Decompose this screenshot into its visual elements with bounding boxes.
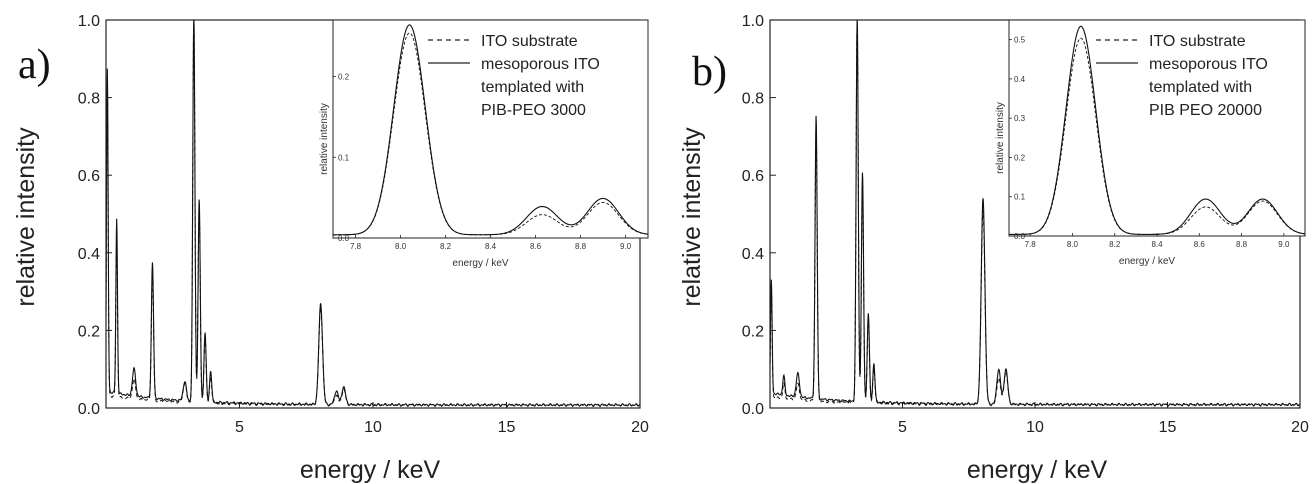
- inset-b: 7.8 8.0 8.2 8.4 8.6 8.8 9.0 0.00.10.20.30.40.5…: [995, 19, 1306, 267]
- y-tick-label-b: 0.6: [742, 168, 764, 185]
- legend-a: ITO substrate mesoporous ITO templated w…: [428, 33, 600, 119]
- inset-x-tick-label-a: 8.0: [395, 242, 407, 251]
- legend-label-polymer-b: PIB PEO 20000: [1149, 102, 1262, 119]
- panel-a: a) relative intensity energy / keV 0.0 0.…: [12, 13, 649, 484]
- legend-label-templated-a: templated with: [481, 79, 584, 96]
- legend-label-substrate-a: ITO substrate: [481, 33, 578, 50]
- inset-x-tick-label-b: 8.0: [1067, 240, 1079, 249]
- inset-x-tick-label-b: 7.8: [1025, 240, 1037, 249]
- legend-label-polymer-a: PIB-PEO 3000: [481, 102, 586, 119]
- inset-x-tick-label-b: 9.0: [1278, 240, 1290, 249]
- inset-frame-a: [332, 19, 649, 239]
- y-tick-label-a: 0.0: [78, 401, 100, 418]
- y-tick-label-b: 1.0: [742, 13, 764, 30]
- x-axis-title-b: energy / keV: [967, 456, 1108, 484]
- inset-y-title-a: relative intensity: [319, 103, 330, 175]
- inset-x-tick-label-a: 8.8: [575, 242, 587, 251]
- legend-label-mesoporous-a: mesoporous ITO: [481, 56, 600, 73]
- y-axis-title-b: relative intensity: [678, 127, 706, 307]
- panel-b: b) relative intensity energy / keV 0.0 0.…: [678, 13, 1309, 484]
- y-axis-title-a: relative intensity: [12, 127, 40, 307]
- series-line-mesoporous-b: [769, 19, 1301, 407]
- y-tick-label-b: 0.8: [742, 91, 764, 108]
- x-tick-label-b: 10: [1026, 419, 1044, 436]
- legend-label-templated-b: templated with: [1149, 79, 1252, 96]
- x-tick-label-b: 15: [1159, 419, 1177, 436]
- inset-y-tick-label-b: 0.1: [1014, 193, 1026, 202]
- panel-label-a: a): [18, 42, 51, 88]
- x-tick-label-a: 5: [235, 419, 244, 436]
- inset-x-tick-label-b: 8.8: [1236, 240, 1248, 249]
- inset-x-title-a: energy / keV: [452, 258, 508, 269]
- inset-x-title-b: energy / keV: [1119, 256, 1175, 267]
- legend-label-mesoporous-b: mesoporous ITO: [1149, 56, 1268, 73]
- inset-x-tick-label-a: 8.6: [530, 242, 542, 251]
- y-tick-label-b: 0.4: [742, 246, 764, 263]
- panel-label-b: b): [692, 49, 727, 95]
- inset-y-tick-label-b: 0.5: [1014, 36, 1026, 45]
- x-tick-label-b: 20: [1291, 419, 1309, 436]
- inset-x-tick-label-b: 8.2: [1109, 240, 1121, 249]
- y-tick-label-a: 0.4: [78, 246, 100, 263]
- legend-b: ITO substrate mesoporous ITO templated w…: [1096, 33, 1268, 119]
- legend-label-substrate-b: ITO substrate: [1149, 33, 1246, 50]
- inset-x-tick-label-a: 9.0: [620, 242, 632, 251]
- y-tick-label-a: 0.8: [78, 91, 100, 108]
- inset-x-tick-label-b: 8.6: [1194, 240, 1206, 249]
- x-tick-label-a: 15: [498, 419, 516, 436]
- x-tick-label-a: 10: [364, 419, 382, 436]
- y-tick-label-a: 1.0: [78, 13, 100, 30]
- y-tick-label-a: 0.2: [78, 323, 100, 340]
- inset-y-tick-label-b: 0.2: [1014, 153, 1026, 162]
- inset-y-tick-label-a: 0.1: [338, 153, 350, 162]
- inset-a: 7.8 8.0 8.2 8.4 8.6 8.8 9.0 0.00.10.2 energy /…: [319, 19, 649, 269]
- inset-frame-b: [1008, 19, 1306, 237]
- inset-x-tick-label-a: 8.4: [485, 242, 497, 251]
- inset-y-tick-label-b: 0.3: [1014, 114, 1026, 123]
- x-axis-title-a: energy / keV: [300, 456, 441, 484]
- inset-y-title-b: relative intensity: [995, 102, 1006, 174]
- x-tick-label-b: 5: [898, 419, 907, 436]
- inset-x-tick-label-a: 8.2: [440, 242, 452, 251]
- y-tick-label-a: 0.6: [78, 168, 100, 185]
- y-tick-label-b: 0.0: [742, 401, 764, 418]
- y-tick-label-b: 0.2: [742, 323, 764, 340]
- inset-x-tick-label-b: 8.4: [1151, 240, 1163, 249]
- inset-y-tick-label-b: 0.4: [1014, 75, 1026, 84]
- inset-x-tick-label-a: 7.8: [350, 242, 362, 251]
- inset-series-line-mesoporous-a: [333, 24, 649, 236]
- inset-y-tick-label-a: 0.2: [338, 73, 350, 82]
- x-tick-label-a: 20: [631, 419, 649, 436]
- series-line-mesoporous-a: [105, 19, 640, 407]
